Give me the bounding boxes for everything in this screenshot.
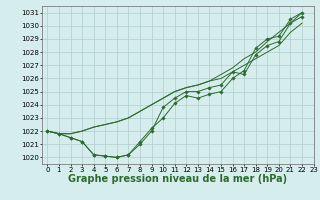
X-axis label: Graphe pression niveau de la mer (hPa): Graphe pression niveau de la mer (hPa) <box>68 174 287 184</box>
